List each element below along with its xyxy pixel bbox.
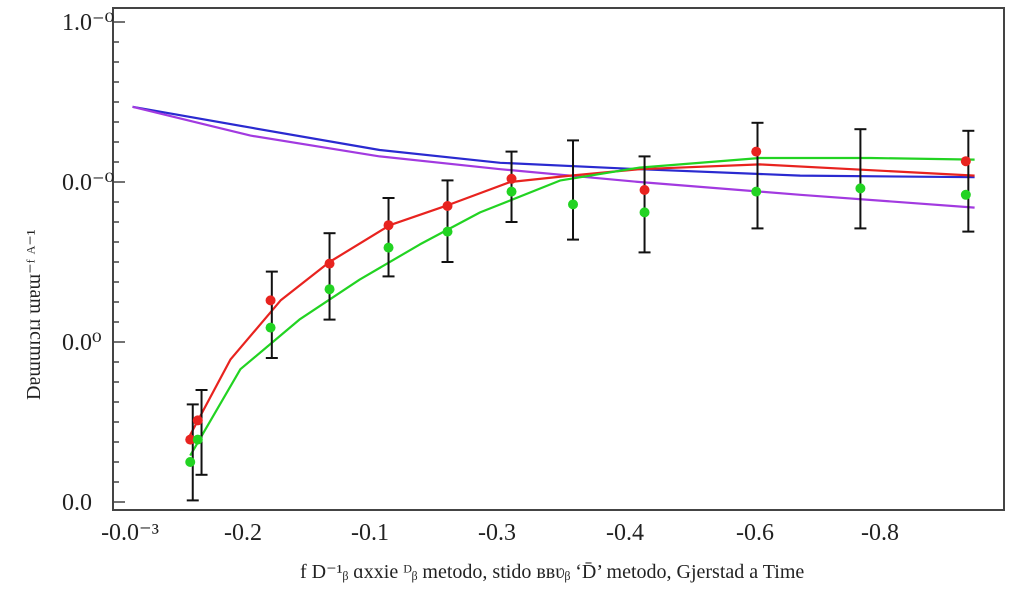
x-tick-label: -0.0⁻³ xyxy=(101,520,159,546)
plot-marks xyxy=(132,105,975,502)
x-tick-label: -0.2 xyxy=(224,520,262,546)
red-line xyxy=(186,163,975,441)
green-point xyxy=(751,186,762,197)
red-point xyxy=(506,173,517,184)
x-tick-label: -0.8 xyxy=(861,520,899,546)
x-tick-label: -0.3 xyxy=(478,520,516,546)
y-tick-label: 0.0⁻⁰ xyxy=(62,170,114,196)
red-point xyxy=(265,295,276,306)
y-tick-label: 1.0⁻⁰ xyxy=(62,10,114,36)
x-tick-labels: -0.0⁻³ -0.2 -0.1 -0.3 -0.4 -0.6 -0.8 xyxy=(101,520,899,546)
red-point xyxy=(324,258,335,269)
x-axis-label: f D⁻¹ᵦ ɑxxie ᴰᵦ metodo, stido ʙʙʋᵦ ‘D̄’ … xyxy=(300,561,804,583)
x-tick-label: -0.4 xyxy=(606,520,644,546)
red-point xyxy=(192,415,203,426)
green-point xyxy=(185,457,196,467)
red-point xyxy=(751,146,762,157)
red-point xyxy=(442,201,453,211)
green-point xyxy=(568,199,579,210)
green-point xyxy=(442,226,453,237)
green-point xyxy=(383,242,394,253)
red-point xyxy=(185,434,196,445)
red-point xyxy=(960,156,971,167)
green-point xyxy=(960,189,971,200)
green-point xyxy=(506,186,517,197)
blue-line xyxy=(132,105,975,179)
y-tick-labels: 1.0⁻⁰ 0.0⁻⁰ 0.0⁰ 0.0 xyxy=(62,10,114,516)
red-point xyxy=(383,220,394,231)
y-minor-ticks xyxy=(113,21,125,503)
red-point xyxy=(639,185,650,195)
green-point xyxy=(639,207,650,218)
purple-line xyxy=(132,105,975,209)
green-point xyxy=(265,322,276,333)
green-point xyxy=(855,183,866,194)
green-line xyxy=(189,156,975,457)
x-tick-label: -0.1 xyxy=(351,520,389,546)
y-axis-label: Dɐɯɯɪɔɪɹ ɯɐɯ⁻ᶠ ᴬ⁻¹ xyxy=(23,229,45,400)
plot-frame xyxy=(112,7,1005,511)
x-tick-label: -0.6 xyxy=(736,520,774,546)
y-tick-label: 0.0 xyxy=(62,490,92,516)
green-point xyxy=(192,434,203,445)
y-tick-label: 0.0⁰ xyxy=(62,330,102,356)
green-point xyxy=(324,284,335,295)
